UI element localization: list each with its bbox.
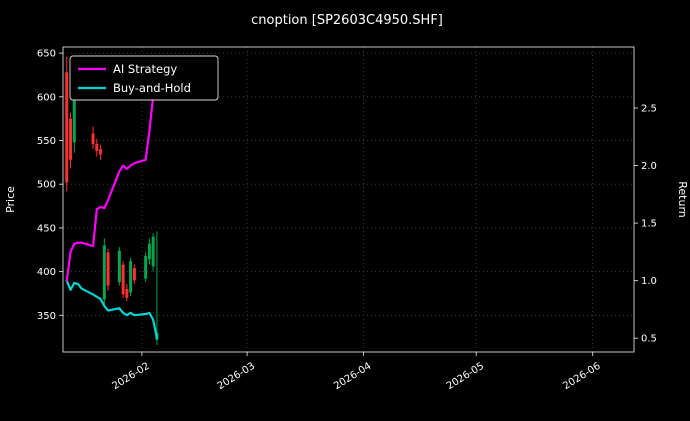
legend-label-1: AI Strategy bbox=[113, 62, 177, 76]
date-tick-label: 2026-06 bbox=[561, 361, 602, 392]
legend: AI Strategy Buy-and-Hold bbox=[69, 55, 219, 101]
date-tick-label: 2026-03 bbox=[216, 361, 257, 392]
price-tick-label: 400 bbox=[37, 267, 56, 278]
buy-and-hold-line bbox=[65, 279, 159, 340]
plot-area: 650 600 550 500 450 400 350 Price 2.5 2.0 1.5 1.0 0.… bbox=[4, 46, 689, 392]
return-tick-label: 1.0 bbox=[641, 276, 657, 287]
price-tick-label: 450 bbox=[37, 223, 56, 234]
price-axis-label: Price bbox=[4, 186, 17, 213]
price-tick-label: 500 bbox=[37, 180, 56, 191]
legend-label-2: Buy-and-Hold bbox=[113, 81, 191, 95]
return-tick-label: 0.5 bbox=[641, 334, 657, 345]
return-axis-label: Return bbox=[676, 181, 689, 218]
x-axis-dates: 2026-02 2026-03 2026-04 2026-05 2026-06 bbox=[111, 352, 603, 392]
price-tick-label: 600 bbox=[37, 92, 56, 103]
return-tick-label: 2.5 bbox=[641, 104, 657, 115]
price-tick-label: 350 bbox=[37, 311, 56, 322]
gridlines bbox=[63, 47, 634, 352]
ai-strategy-line bbox=[65, 60, 159, 282]
y-axis-return: 2.5 2.0 1.5 1.0 0.5 Return bbox=[634, 104, 689, 345]
y-axis-price: 650 600 550 500 450 400 350 Price bbox=[4, 49, 63, 322]
date-tick-label: 2026-04 bbox=[332, 361, 373, 392]
price-tick-label: 650 bbox=[37, 49, 56, 60]
date-tick-label: 2026-02 bbox=[111, 361, 152, 392]
price-tick-label: 550 bbox=[37, 136, 56, 147]
axes-spines bbox=[62, 46, 635, 353]
chart-title: cnoption [SP2603C4950.SHF] bbox=[251, 13, 443, 28]
candlesticks bbox=[65, 56, 159, 346]
return-tick-label: 1.5 bbox=[641, 219, 657, 230]
date-tick-label: 2026-05 bbox=[445, 361, 486, 392]
return-tick-label: 2.0 bbox=[641, 161, 657, 172]
